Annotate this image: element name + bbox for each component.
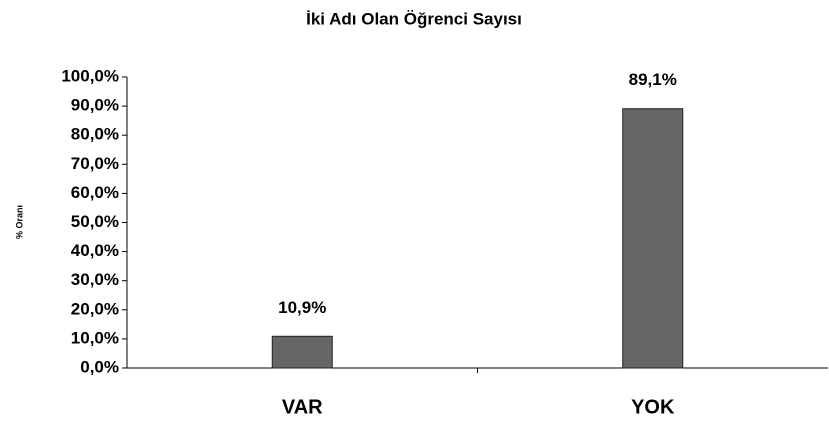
y-tick-label: 60,0% xyxy=(71,183,119,202)
y-tick-label: 10,0% xyxy=(71,328,119,347)
y-axis-label: % Oranı xyxy=(14,205,24,239)
value-label: 10,9% xyxy=(278,298,326,317)
y-tick-label: 0,0% xyxy=(80,357,119,376)
chart-title: İki Adı Olan Öğrenci Sayısı xyxy=(306,9,522,28)
y-tick-label: 30,0% xyxy=(71,270,119,289)
y-tick-label: 70,0% xyxy=(71,154,119,173)
y-tick-label: 100,0% xyxy=(61,66,119,85)
bar xyxy=(622,108,684,369)
y-tick-label: 20,0% xyxy=(71,299,119,318)
x-tick-label: VAR xyxy=(282,396,323,418)
y-tick-label: 50,0% xyxy=(71,212,119,231)
value-label: 89,1% xyxy=(629,70,677,89)
y-tick-label: 90,0% xyxy=(71,96,119,115)
x-tick-label: YOK xyxy=(631,396,675,418)
bar xyxy=(271,335,333,369)
y-tick-label: 40,0% xyxy=(71,241,119,260)
y-tick-label: 80,0% xyxy=(71,125,119,144)
